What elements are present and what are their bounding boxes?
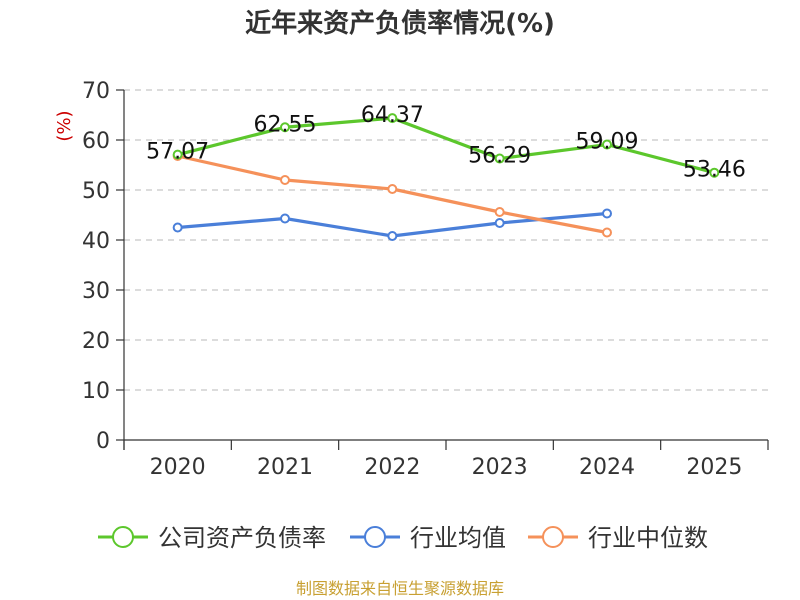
legend-label-1: 行业均值 — [410, 524, 506, 552]
y-tick-label-10: 10 — [82, 379, 110, 404]
series-2-point-2023 — [494, 207, 505, 217]
y-tick-label-0: 0 — [96, 429, 110, 454]
series-lines — [172, 113, 720, 241]
data-label-2025: 53.46 — [683, 158, 746, 183]
series-0-point-2020 — [172, 149, 183, 160]
series-2-point-2021 — [280, 175, 290, 185]
legend-marker-2 — [542, 526, 564, 548]
x-tick-label-2022: 2022 — [364, 455, 420, 480]
data-label-2022: 64.37 — [361, 103, 424, 128]
data-label-2023: 56.29 — [468, 144, 531, 169]
y-tick-label-40: 40 — [82, 229, 110, 254]
series-0-point-2024 — [602, 139, 612, 150]
series-1-point-2021 — [280, 213, 290, 224]
series-0-point-2025 — [709, 167, 720, 178]
x-tick-label-2024: 2024 — [579, 455, 635, 480]
series-2-point-2022 — [387, 184, 398, 194]
source-note: 制图数据来自恒生聚源数据库 — [296, 579, 504, 598]
legend-label-0: 公司资产负债率 — [158, 524, 326, 552]
legend-label-2: 行业中位数 — [588, 524, 708, 552]
series-1-point-2023 — [494, 218, 505, 228]
y-tick-label-30: 30 — [82, 279, 110, 304]
grid-lines — [124, 89, 768, 391]
data-labels: 57.07 62.55 64.37 56.29 59.09 53.46 — [146, 103, 746, 183]
data-label-2021: 62.55 — [254, 112, 317, 137]
tick-labels: 0 10 20 30 40 50 60 70 2020 2021 2022 2023 2024 2025 — [82, 79, 742, 480]
series-0-point-2021 — [280, 122, 290, 133]
series-0-point-2022 — [387, 113, 398, 124]
series-1-point-2024 — [602, 208, 612, 219]
series-1-point-2022 — [387, 231, 398, 241]
y-tick-label-20: 20 — [82, 329, 110, 354]
legend-marker-0 — [112, 526, 134, 548]
x-tick-label-2020: 2020 — [150, 455, 206, 480]
series-line-0 — [177, 116, 715, 175]
y-tick-label-50: 50 — [82, 179, 110, 204]
data-label-2020: 57.07 — [146, 140, 209, 165]
chart-title: 近年来资产负债率情况(%) — [245, 8, 555, 39]
legend: 公司资产负债率 行业均值 行业中位数 — [98, 524, 708, 552]
legend-marker-1 — [364, 526, 386, 548]
series-2-point-2024 — [602, 227, 612, 238]
x-tick-label-2025: 2025 — [686, 455, 742, 480]
x-tick-label-2021: 2021 — [257, 455, 313, 480]
y-tick-label-60: 60 — [82, 129, 110, 154]
data-label-2024: 59.09 — [576, 130, 639, 155]
y-tick-label-70: 70 — [82, 79, 110, 104]
y-axis-label: (%) — [54, 110, 75, 141]
axes — [116, 89, 769, 450]
x-tick-label-2023: 2023 — [472, 455, 528, 480]
series-1-point-2020 — [172, 222, 183, 233]
series-0-point-2023 — [494, 153, 505, 164]
